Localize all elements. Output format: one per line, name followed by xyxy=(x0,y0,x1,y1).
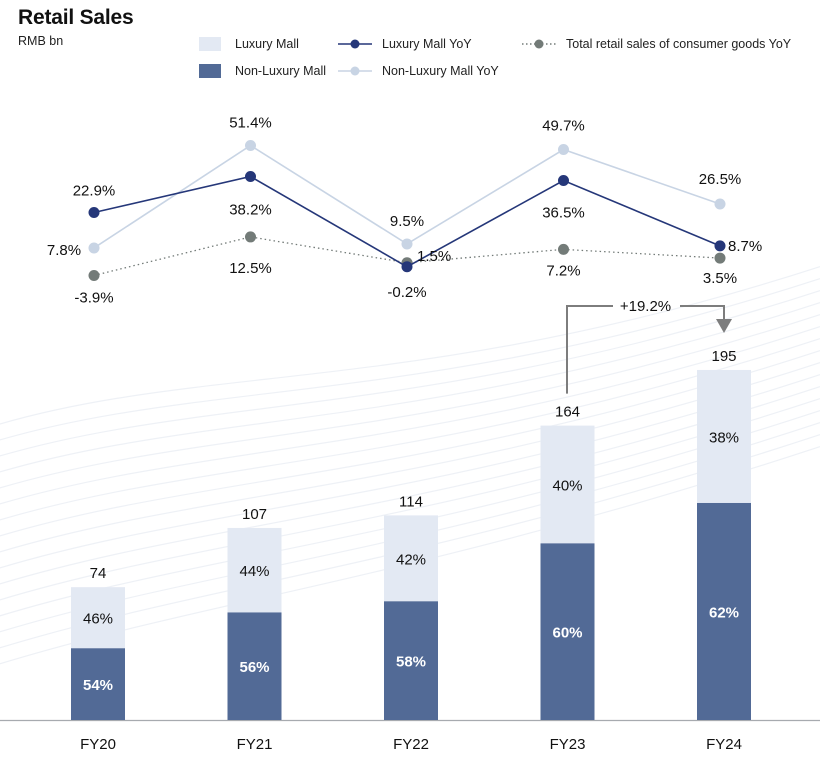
point-label-luxury-yoy: 8.7% xyxy=(728,238,762,255)
legend-label-luxury-mall-yoy: Luxury Mall YoY xyxy=(382,37,472,51)
point-non-luxury-yoy-fy22 xyxy=(401,238,413,250)
legend-swatch-non-luxury-mall-yoy xyxy=(338,64,372,78)
legend-total-yoy: Total retail sales of consumer goods YoY xyxy=(522,37,791,51)
chart-title: Retail Sales xyxy=(18,6,134,29)
x-tick-label: FY23 xyxy=(550,736,586,753)
background-wave-line xyxy=(0,265,820,425)
legend-label-non-luxury-mall: Non-Luxury Mall xyxy=(235,64,327,78)
bar-label-non-luxury: 56% xyxy=(239,659,269,676)
bar-non-luxury-fy23 xyxy=(540,543,595,720)
annotation-label: +19.2% xyxy=(620,298,671,315)
chart-unit: RMB bn xyxy=(18,34,64,48)
background-wave-line xyxy=(0,385,820,585)
background-wave-line xyxy=(0,325,820,505)
point-label-non-luxury-yoy: 7.8% xyxy=(47,242,81,259)
line-non-luxury-yoy xyxy=(93,144,721,249)
bar-total-label: 74 xyxy=(90,565,107,582)
point-total-yoy-fy24 xyxy=(714,252,726,264)
point-label-non-luxury-yoy: 26.5% xyxy=(699,171,742,188)
point-label-total-yoy: -3.9% xyxy=(74,289,113,306)
point-non-luxury-yoy-fy21 xyxy=(245,140,256,152)
point-luxury-yoy-fy24 xyxy=(714,240,726,252)
x-tick-label: FY20 xyxy=(80,736,116,753)
point-label-luxury-yoy: -0.2% xyxy=(387,284,426,301)
background-wave-line xyxy=(0,349,820,537)
point-total-yoy-fy21 xyxy=(245,231,256,243)
bar-total-label: 195 xyxy=(711,348,736,365)
bar-label-non-luxury: 54% xyxy=(83,677,113,694)
point-label-total-yoy: 3.5% xyxy=(703,270,737,287)
bar-label-luxury: 46% xyxy=(83,611,113,628)
legend-label-total-yoy: Total retail sales of consumer goods YoY xyxy=(566,37,792,51)
bar-non-luxury-fy21 xyxy=(227,612,282,720)
bar-non-luxury-fy22 xyxy=(384,601,438,720)
point-non-luxury-yoy-fy24 xyxy=(714,198,726,210)
bar-total-label: 107 xyxy=(242,506,267,523)
annotation-arrow-head xyxy=(716,319,732,333)
legend-label-luxury-mall: Luxury Mall xyxy=(235,37,299,51)
bar-non-luxury-fy24 xyxy=(697,502,751,720)
point-label-non-luxury-yoy: 51.4% xyxy=(229,115,272,132)
background-wave-line xyxy=(0,289,820,457)
bar-luxury-fy21 xyxy=(227,527,282,613)
bar-non-luxury-fy20 xyxy=(71,648,125,720)
point-non-luxury-yoy-fy23 xyxy=(558,144,569,156)
point-luxury-yoy-fy20 xyxy=(88,206,100,218)
background-wave-line xyxy=(0,361,820,553)
bar-label-non-luxury: 58% xyxy=(396,654,426,671)
point-label-total-yoy: 1.5% xyxy=(417,248,451,265)
point-total-yoy-fy23 xyxy=(558,243,569,255)
point-label-non-luxury-yoy: 49.7% xyxy=(542,118,585,135)
bar-luxury-fy24 xyxy=(697,369,751,503)
legend-luxury-mall-yoy: Luxury Mall YoY xyxy=(338,37,472,51)
point-non-luxury-yoy-fy20 xyxy=(88,242,100,254)
bar-luxury-fy23 xyxy=(540,425,595,544)
legend-swatch-luxury-mall-yoy xyxy=(338,37,372,51)
legend-swatch-total-yoy xyxy=(522,37,556,51)
legend-non-luxury-mall-yoy: Non-Luxury Mall YoY xyxy=(338,64,499,78)
legend-luxury-mall: Luxury Mall xyxy=(199,37,299,51)
point-total-yoy-fy20 xyxy=(88,269,100,281)
point-luxury-yoy-fy23 xyxy=(558,175,569,187)
legend-swatch-luxury-mall xyxy=(199,37,221,51)
point-label-non-luxury-yoy: 9.5% xyxy=(390,213,424,230)
bar-total-label: 114 xyxy=(399,493,423,510)
background-wave-line xyxy=(0,277,820,441)
point-label-luxury-yoy: 36.5% xyxy=(542,205,585,222)
bar-total-label: 164 xyxy=(555,404,580,421)
background-wave-line xyxy=(0,373,820,569)
annotation-bracket-right xyxy=(680,305,725,321)
point-label-total-yoy: 7.2% xyxy=(546,262,580,279)
bar-luxury-fy20 xyxy=(71,587,125,649)
x-tick-label: FY21 xyxy=(237,736,273,753)
background-wave-line xyxy=(0,337,820,521)
background-wave-line xyxy=(0,301,820,473)
bar-label-non-luxury: 60% xyxy=(552,625,582,642)
bar-label-luxury: 40% xyxy=(552,477,582,494)
bar-label-luxury: 44% xyxy=(239,563,269,580)
point-luxury-yoy-fy22 xyxy=(401,261,413,273)
bar-label-non-luxury: 62% xyxy=(709,604,739,621)
bar-label-luxury: 42% xyxy=(396,551,426,568)
bar-luxury-fy22 xyxy=(384,515,438,602)
x-tick-label: FY24 xyxy=(706,736,742,753)
bar-label-luxury: 38% xyxy=(709,429,739,446)
annotation-bracket-left xyxy=(566,305,613,394)
point-label-luxury-yoy: 22.9% xyxy=(73,182,116,199)
background-wave-line xyxy=(0,313,820,489)
x-tick-label: FY22 xyxy=(393,736,429,753)
legend-swatch-non-luxury-mall xyxy=(199,64,221,78)
point-label-luxury-yoy: 38.2% xyxy=(229,202,272,219)
background-wave-line xyxy=(0,397,820,601)
point-label-total-yoy: 12.5% xyxy=(229,260,272,277)
legend-label-non-luxury-mall-yoy: Non-Luxury Mall YoY xyxy=(382,64,499,78)
legend-non-luxury-mall: Non-Luxury Mall xyxy=(199,64,326,78)
point-luxury-yoy-fy21 xyxy=(245,171,256,183)
